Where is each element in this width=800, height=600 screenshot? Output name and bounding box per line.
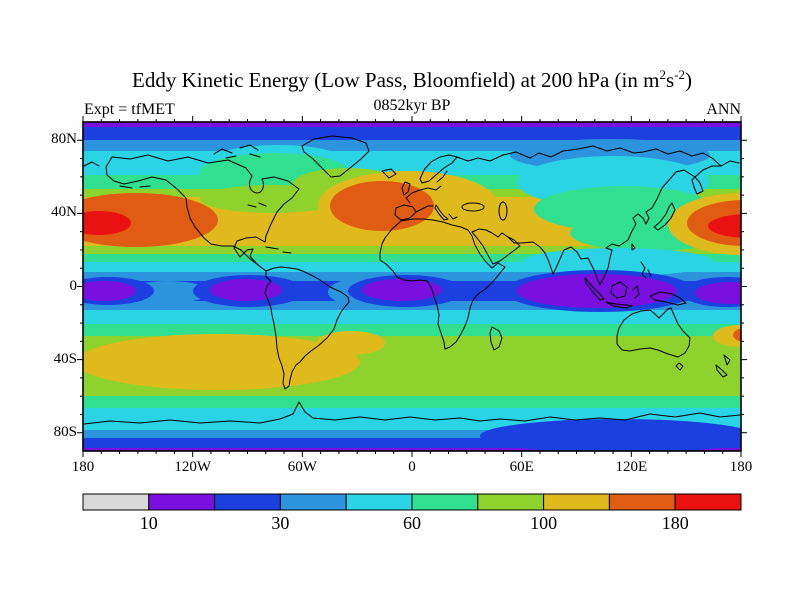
page-title: Eddy Kinetic Energy (Low Pass, Bloomfiel… [132, 67, 692, 93]
axis-ticks [77, 116, 747, 457]
contour-field [83, 122, 741, 451]
title-unit: s [665, 68, 675, 92]
lon-tick-label: 180 [729, 459, 753, 475]
colorbar-segment [608, 493, 676, 511]
colorbar-segment [82, 493, 150, 511]
lat-tick-label: 0 [69, 277, 78, 294]
lat-tick-label: 80N [51, 131, 77, 148]
map-frame [82, 121, 742, 452]
colorbar-segment [279, 493, 347, 511]
lon-tick-label: 60W [287, 459, 317, 475]
lon-tick-label: 120E [615, 459, 648, 475]
lat-tick-label: 40N [51, 204, 77, 221]
colorbar-level-label: 100 [530, 513, 558, 533]
colorbar-segment [345, 493, 413, 511]
lon-tick-label: 120W [174, 459, 211, 475]
colorbar-level-label: 60 [403, 513, 421, 533]
title-close-paren: ) [684, 68, 692, 92]
colorbar-level-label: 30 [271, 513, 290, 533]
colorbar-segment [411, 493, 479, 511]
lat-tick-label: 80S [53, 423, 77, 440]
title-exponent: 2 [659, 67, 666, 82]
colorbar-level-label: 10 [139, 513, 158, 533]
colorbar-segment [148, 493, 216, 511]
colorbar-segment [214, 493, 281, 511]
experiment-label: Expt = tfMET [84, 101, 175, 118]
colorbar-segment [543, 493, 610, 511]
lon-tick-label: 60E [509, 459, 534, 475]
title-exponent-neg: -2 [674, 67, 685, 82]
lon-tick-label: 180 [71, 459, 95, 475]
subtitle-timestamp: 0852kyr BP [373, 97, 451, 114]
title-text: Eddy Kinetic Energy (Low Pass, Bloomfiel… [132, 68, 660, 92]
lat-tick-label: 40S [53, 350, 77, 367]
colorbar [82, 493, 742, 511]
coastlines [83, 135, 741, 425]
season-label: ANN [706, 101, 741, 118]
colorbar-segment [477, 493, 545, 511]
lon-tick-label: 0 [408, 459, 416, 475]
colorbar-segment [674, 493, 742, 511]
colorbar-level-label: 180 [661, 513, 689, 533]
